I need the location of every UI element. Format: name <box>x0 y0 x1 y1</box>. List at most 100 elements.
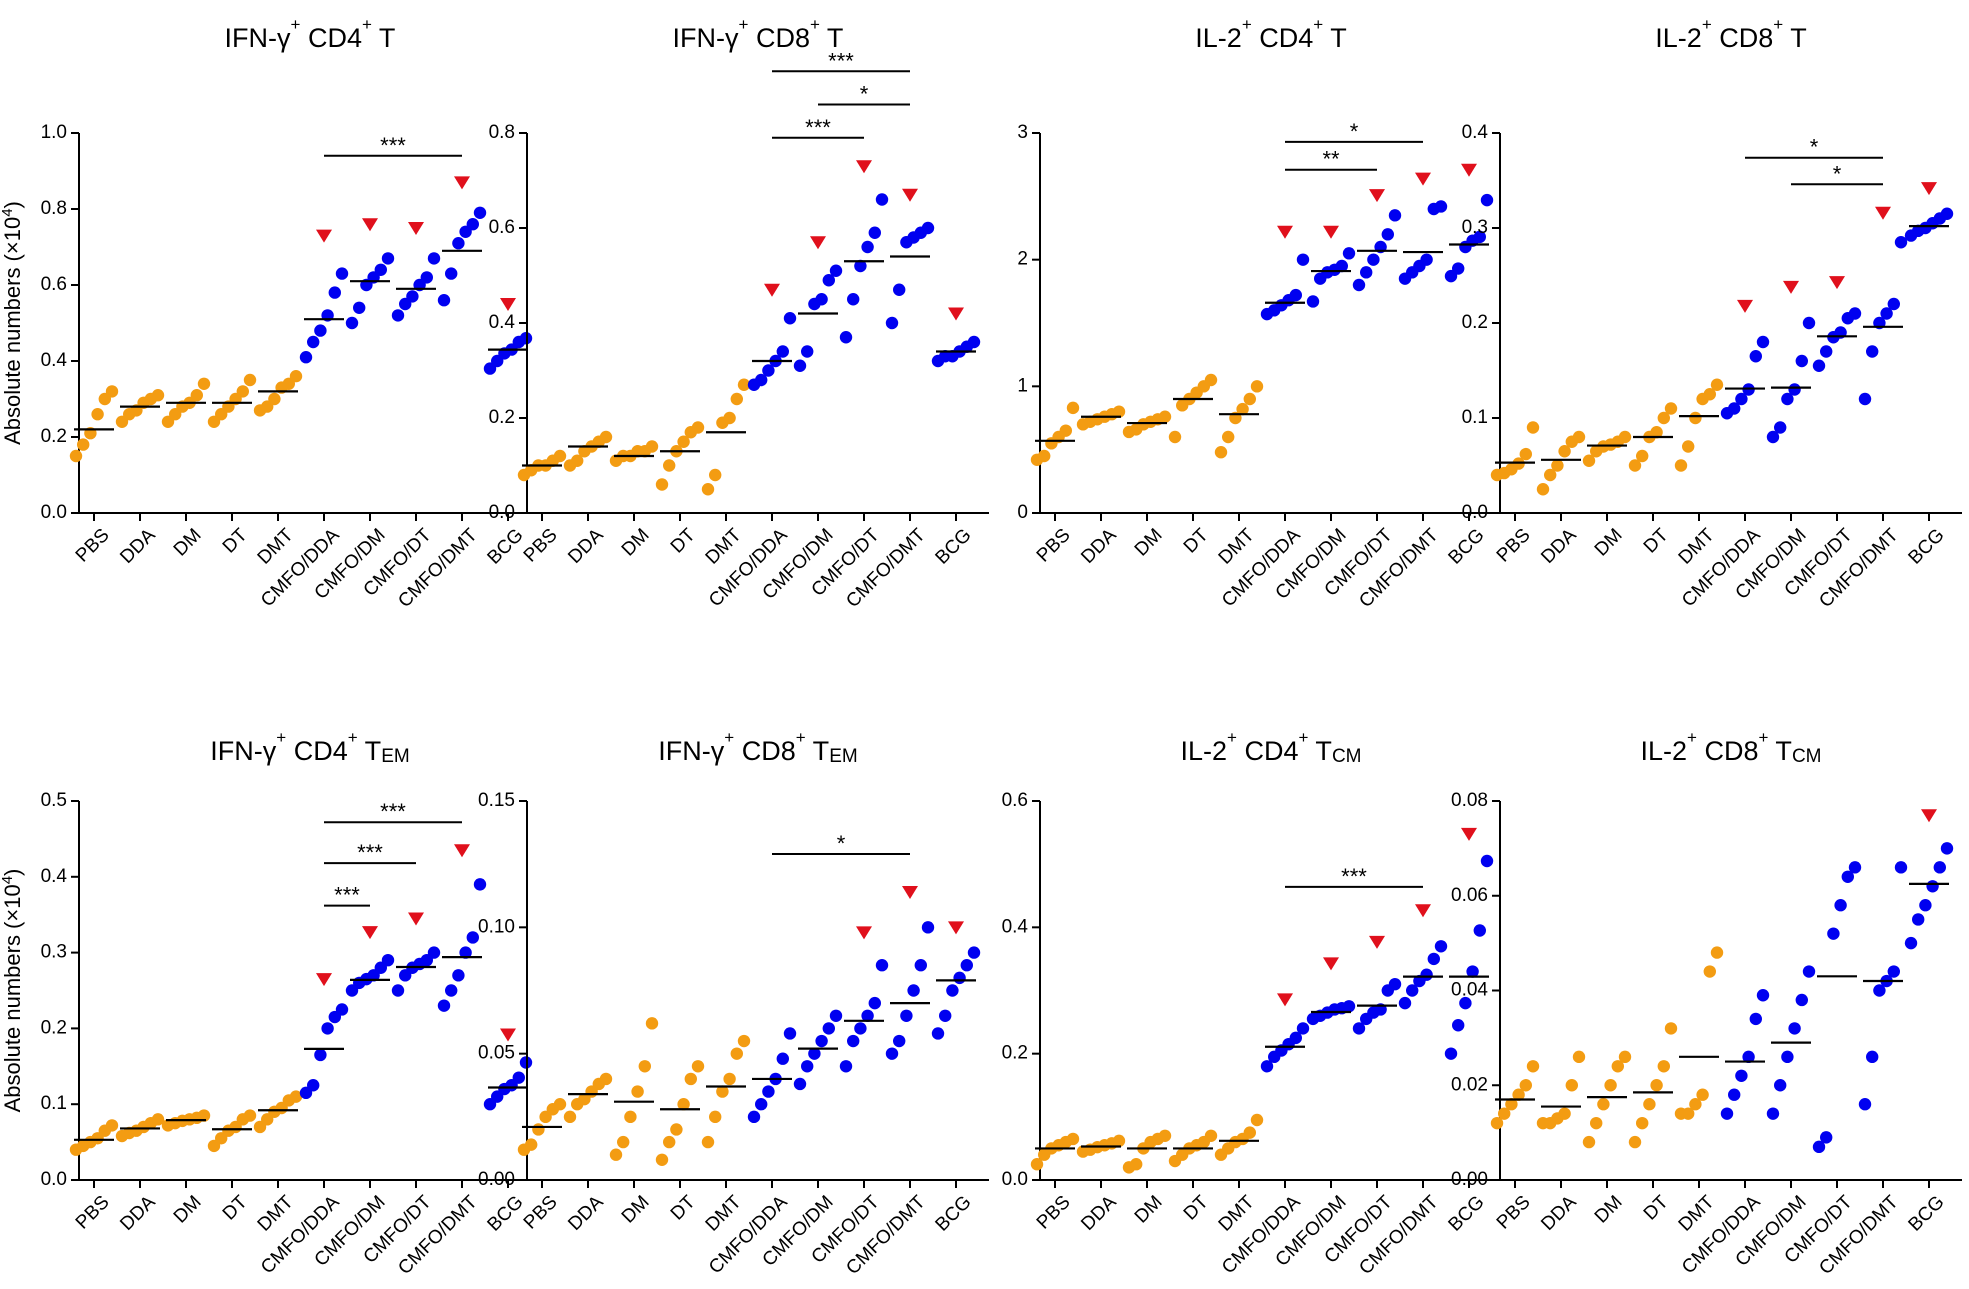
data-point <box>307 1079 320 1092</box>
data-point <box>1894 236 1908 249</box>
data-point <box>289 1090 303 1103</box>
data-point <box>755 373 768 387</box>
data-point <box>755 1098 768 1111</box>
data-point <box>1604 1079 1617 1092</box>
significance-stars: * <box>1833 161 1842 186</box>
data-point <box>1367 253 1380 266</box>
data-point <box>197 1109 211 1122</box>
data-point <box>563 1110 577 1124</box>
data-point <box>953 971 966 985</box>
data-point <box>1841 870 1855 883</box>
data-point <box>875 959 889 972</box>
data-point <box>822 1022 835 1035</box>
data-point <box>1444 1047 1458 1060</box>
data-point <box>655 478 669 491</box>
x-tick-label: BCG <box>484 1192 528 1236</box>
chart-panel-1: IFN-γ+ CD4+ T Absolute numbers (×104) 0.0 0… <box>0 15 541 612</box>
data-point <box>599 1072 613 1086</box>
data-point <box>716 1085 729 1098</box>
x-tick-label: DM <box>618 525 654 561</box>
data-point <box>1490 1116 1504 1130</box>
data-point <box>723 1072 736 1086</box>
data-point <box>427 946 441 959</box>
data-point <box>1473 924 1487 937</box>
data-point <box>1204 1129 1218 1142</box>
data-point <box>1657 1060 1671 1073</box>
data-point <box>1689 411 1702 425</box>
data-point <box>723 411 736 425</box>
data-point <box>1342 1000 1356 1013</box>
data-point <box>553 1098 567 1111</box>
data-point <box>1544 468 1557 482</box>
significance-triangle-marker <box>810 236 826 250</box>
data-point <box>776 1052 789 1065</box>
data-point <box>960 959 973 972</box>
data-point <box>854 1022 867 1035</box>
y-tick-label: 0.0 <box>41 502 67 523</box>
data-point <box>1710 378 1724 391</box>
y-tick-label: 0.2 <box>41 426 67 447</box>
data-point <box>967 946 981 959</box>
data-point <box>868 226 881 239</box>
data-point <box>691 421 705 434</box>
data-point <box>1728 1088 1741 1101</box>
data-point <box>1459 996 1472 1010</box>
significance-triangle-marker <box>1277 225 1293 239</box>
data-point <box>624 1110 637 1124</box>
data-point <box>1352 1022 1366 1035</box>
data-point <box>1352 278 1366 292</box>
data-point <box>1664 402 1678 415</box>
data-point <box>1434 940 1448 953</box>
data-point <box>861 1009 874 1022</box>
y-tick-label: 0.4 <box>41 866 68 887</box>
significance-stars: * <box>860 82 869 107</box>
data-point <box>1628 459 1642 472</box>
data-point <box>1919 899 1932 912</box>
data-point <box>847 293 860 306</box>
data-point <box>1168 430 1182 444</box>
y-axis-label: Absolute numbers (×104) <box>0 201 25 445</box>
data-point <box>420 271 433 284</box>
y-tick-label: 0.2 <box>489 407 515 428</box>
data-point <box>1650 426 1663 439</box>
y-tick-label: 0.1 <box>1462 407 1488 428</box>
x-tick-label: BCG <box>932 525 976 569</box>
data-point <box>437 294 451 307</box>
x-tick-label: BCG <box>1905 1192 1949 1236</box>
significance-triangle-marker <box>856 926 872 940</box>
x-tick-label: BCG <box>1905 525 1949 569</box>
data-point <box>1866 345 1879 358</box>
y-tick-label: 1 <box>1017 375 1028 396</box>
data-point <box>1551 459 1564 472</box>
data-point <box>1742 1050 1755 1064</box>
y-tick-label: 0.3 <box>41 942 67 963</box>
data-point <box>677 435 690 448</box>
significance-triangle-marker <box>362 926 378 940</box>
data-point <box>1848 861 1862 874</box>
data-point <box>1802 965 1816 978</box>
x-tick-label: BCG <box>1445 525 1489 569</box>
y-tick-label: 0.6 <box>1002 790 1028 811</box>
data-point <box>1703 388 1717 401</box>
data-point <box>1473 230 1487 244</box>
data-point <box>939 1009 952 1022</box>
data-point <box>1827 927 1840 940</box>
data-point <box>1452 262 1465 275</box>
significance-triangle-marker <box>1277 993 1293 1007</box>
significance-triangle-marker <box>316 229 332 243</box>
data-point <box>1398 996 1412 1010</box>
data-point <box>663 459 676 472</box>
data-point <box>1289 1031 1303 1045</box>
data-point <box>1774 421 1787 434</box>
x-tick-label: BCG <box>932 1192 976 1236</box>
significance-triangle-marker <box>1783 280 1799 294</box>
data-point <box>684 1072 697 1086</box>
y-tick-label: 0.0 <box>1462 502 1488 523</box>
data-point <box>737 378 751 391</box>
data-point <box>839 331 853 344</box>
y-tick-label: 0.00 <box>478 1169 515 1190</box>
y-tick-label: 1.0 <box>41 122 67 143</box>
data-point <box>1558 445 1571 458</box>
data-point <box>655 1153 669 1166</box>
y-tick-label: 0.04 <box>1451 980 1488 1001</box>
